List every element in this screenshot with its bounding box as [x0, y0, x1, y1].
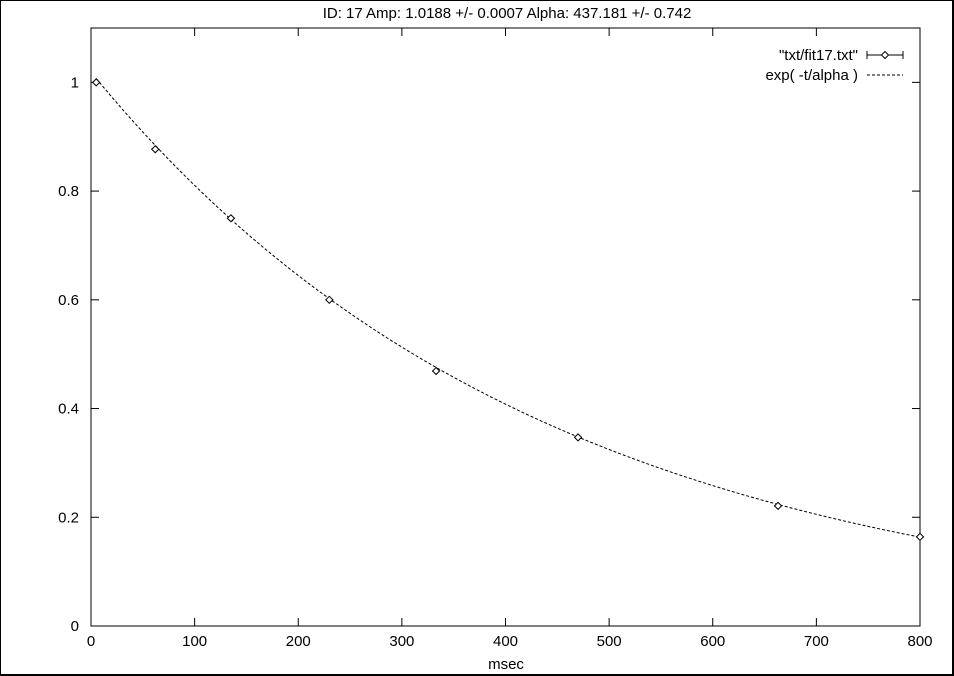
plot-area [90, 27, 921, 627]
y-tick-label: 0.6 [58, 292, 79, 309]
y-tick-label: 0 [71, 618, 79, 635]
data-point [773, 501, 783, 511]
data-point [915, 532, 925, 542]
data-point [431, 366, 441, 376]
x-tick-label: 300 [389, 633, 414, 650]
fit-curve-series [95, 78, 921, 538]
y-axis: 0 0.2 0.4 0.6 0.8 1 [58, 74, 920, 635]
diamond-marker [226, 214, 236, 223]
y-tick-label: 0.8 [58, 183, 79, 200]
data-point [226, 214, 236, 223]
diamond-marker [773, 501, 783, 511]
x-tick-label: 600 [700, 633, 725, 650]
diamond-marker [91, 78, 101, 87]
fit-curve-line [95, 78, 921, 538]
y-tick-label: 1 [71, 74, 79, 91]
x-axis-label: msec [488, 656, 524, 673]
x-tick-label: 0 [87, 633, 95, 650]
legend: "txt/fit17.txt" exp( -t/alpha ) [765, 47, 904, 84]
chart-title: ID: 17 Amp: 1.0188 +/- 0.0007 Alpha: 437… [323, 5, 692, 22]
x-tick-label: 800 [907, 633, 932, 650]
diamond-marker [431, 366, 441, 376]
diamond-marker [151, 145, 160, 154]
legend-label-fit: exp( -t/alpha ) [765, 67, 858, 84]
data-point [325, 295, 334, 305]
legend-label-data: "txt/fit17.txt" [779, 47, 858, 64]
x-tick-label: 200 [286, 633, 311, 650]
data-point [151, 145, 160, 154]
y-tick-label: 0.4 [58, 401, 79, 418]
data-point [91, 78, 101, 87]
diamond-marker [325, 295, 334, 305]
data-point [573, 433, 583, 442]
x-axis: 0 100 200 300 400 500 600 700 800 [87, 28, 933, 650]
x-tick-label: 700 [804, 633, 829, 650]
y-tick-label: 0.2 [58, 509, 79, 526]
x-tick-label: 100 [182, 633, 207, 650]
x-tick-label: 500 [597, 633, 622, 650]
diamond-marker [573, 433, 583, 442]
x-tick-label: 400 [493, 633, 518, 650]
data-points-series [91, 78, 925, 542]
legend-diamond-marker [880, 50, 890, 60]
diamond-marker [915, 532, 925, 542]
